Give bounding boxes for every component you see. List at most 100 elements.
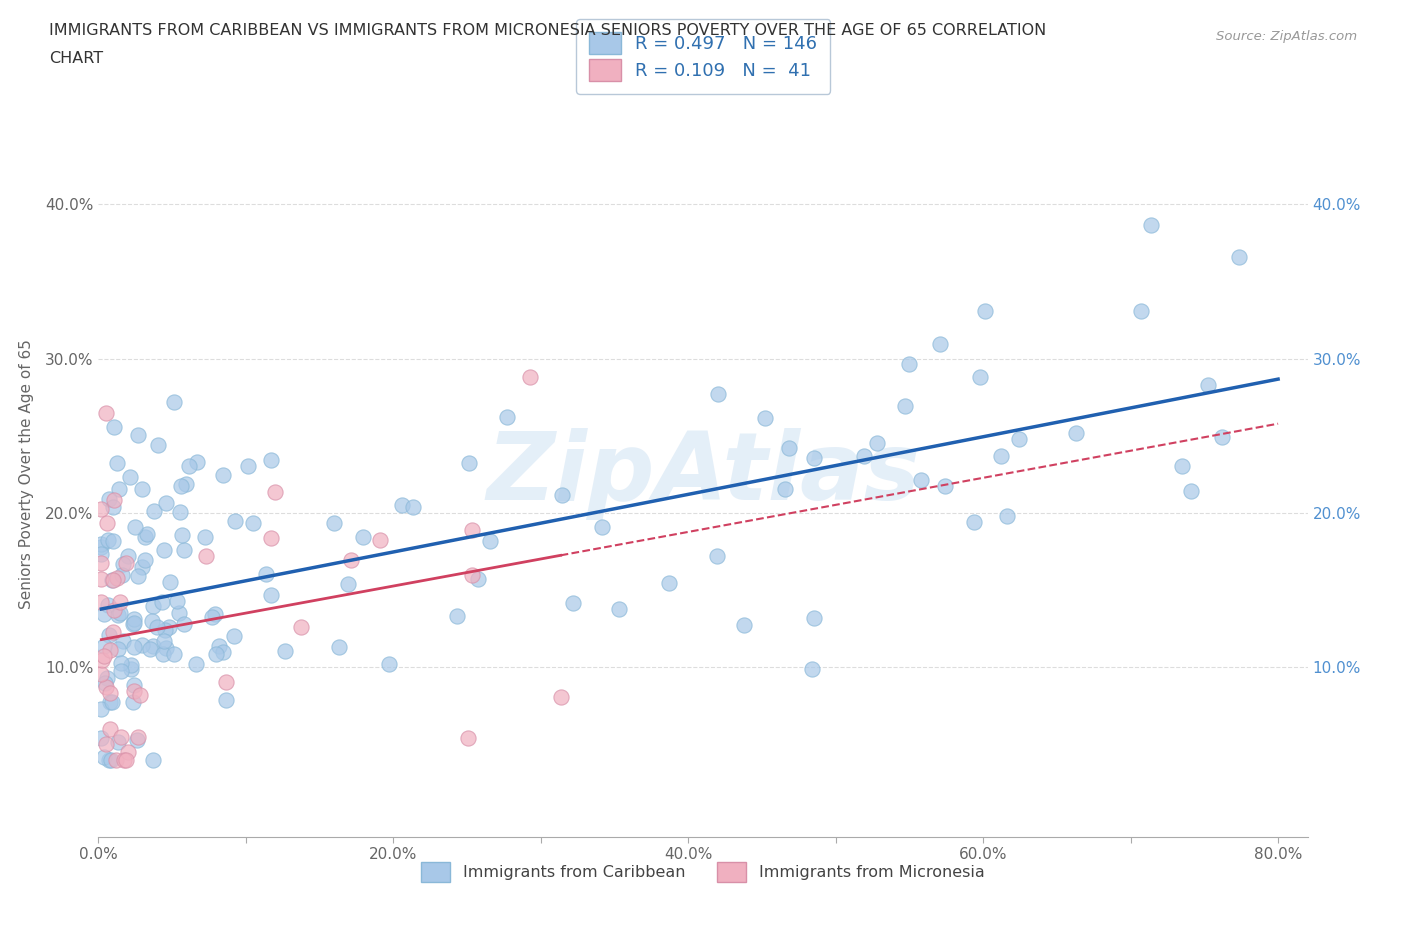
Point [1197, 378, 1219, 392]
Point [169, 505, 191, 520]
Text: CHART: CHART [49, 51, 103, 66]
Point [94, 737, 117, 751]
Point [264, 485, 287, 499]
Point [127, 569, 149, 584]
Point [96, 679, 118, 694]
Point [152, 647, 174, 662]
Point [591, 520, 613, 535]
Point [122, 640, 145, 655]
Point [122, 616, 145, 631]
Point [962, 514, 984, 529]
Point [328, 640, 350, 655]
Point [323, 515, 346, 530]
Point [852, 448, 875, 463]
Point [167, 605, 190, 620]
Point [142, 639, 165, 654]
Point [97, 752, 120, 767]
Point [754, 411, 776, 426]
Point [929, 337, 952, 352]
Point [103, 603, 125, 618]
Point [803, 450, 825, 465]
Point [562, 595, 585, 610]
Point [224, 514, 246, 529]
Point [1180, 484, 1202, 498]
Point [204, 606, 226, 621]
Point [100, 695, 122, 710]
Point [131, 482, 153, 497]
Point [215, 693, 238, 708]
Point [163, 647, 186, 662]
Point [145, 619, 167, 634]
Point [194, 530, 217, 545]
Point [110, 656, 132, 671]
Point [478, 534, 501, 549]
Point [124, 520, 146, 535]
Point [550, 690, 572, 705]
Point [866, 435, 889, 450]
Point [117, 745, 139, 760]
Point [110, 664, 132, 679]
Point [107, 607, 129, 622]
Point [170, 527, 193, 542]
Point [260, 453, 283, 468]
Point [166, 593, 188, 608]
Point [910, 472, 932, 487]
Point [134, 552, 156, 567]
Point [195, 549, 218, 564]
Point [658, 576, 681, 591]
Point [120, 661, 142, 676]
Point [706, 387, 728, 402]
Point [177, 458, 200, 473]
Point [1229, 249, 1251, 264]
Text: ZipAtlas: ZipAtlas [486, 429, 920, 520]
Point [96, 671, 118, 685]
Point [260, 587, 283, 602]
Point [152, 543, 174, 558]
Point [159, 619, 181, 634]
Point [212, 644, 235, 659]
Point [127, 427, 149, 442]
Point [609, 602, 631, 617]
Point [212, 468, 235, 483]
Point [402, 499, 425, 514]
Point [155, 640, 177, 655]
Point [461, 523, 484, 538]
Legend: Immigrants from Caribbean, Immigrants from Micronesia: Immigrants from Caribbean, Immigrants fr… [409, 849, 997, 895]
Point [90, 667, 112, 682]
Point [115, 555, 138, 570]
Point [186, 455, 208, 470]
Point [100, 752, 122, 767]
Point [139, 642, 162, 657]
Point [457, 730, 479, 745]
Point [153, 633, 176, 648]
Point [1129, 304, 1152, 319]
Point [112, 556, 135, 571]
Point [142, 752, 165, 767]
Point [778, 441, 800, 456]
Point [94, 405, 117, 420]
Point [136, 526, 159, 541]
Point [98, 643, 121, 658]
Point [103, 493, 125, 508]
Point [800, 661, 823, 676]
Point [339, 552, 361, 567]
Point [122, 617, 145, 631]
Point [391, 498, 413, 512]
Point [1171, 458, 1194, 473]
Point [131, 638, 153, 653]
Point [254, 566, 277, 581]
Point [103, 624, 125, 639]
Point [111, 633, 134, 648]
Point [378, 657, 401, 671]
Point [467, 572, 489, 587]
Point [100, 573, 122, 588]
Point [242, 515, 264, 530]
Point [110, 729, 132, 744]
Point [122, 612, 145, 627]
Point [733, 618, 755, 632]
Point [969, 369, 991, 384]
Point [990, 448, 1012, 463]
Point [127, 730, 149, 745]
Point [108, 605, 131, 620]
Point [107, 734, 129, 749]
